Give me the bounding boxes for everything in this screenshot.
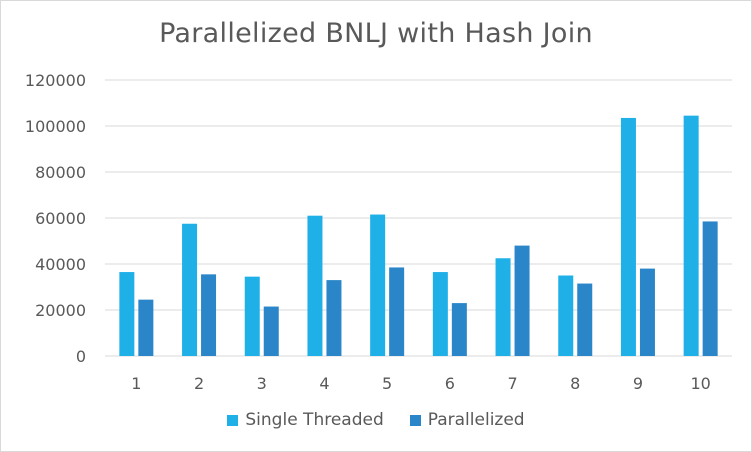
bar-parallelized-5[interactable] bbox=[389, 267, 405, 356]
bar-single-threaded-10[interactable] bbox=[683, 115, 699, 357]
legend: Single Threaded Parallelized bbox=[0, 410, 752, 430]
bar-parallelized-1[interactable] bbox=[138, 299, 154, 356]
bar-single-threaded-8[interactable] bbox=[558, 275, 574, 357]
bar-single-threaded-3[interactable] bbox=[244, 276, 260, 356]
bar-single-threaded-1[interactable] bbox=[119, 272, 135, 356]
bar-parallelized-3[interactable] bbox=[263, 306, 279, 356]
y-tick-label: 40000 bbox=[35, 255, 86, 274]
y-tick-label: 60000 bbox=[35, 209, 86, 228]
bar-parallelized-4[interactable] bbox=[326, 280, 342, 356]
y-tick-label: 80000 bbox=[35, 163, 86, 182]
x-tick-label: 2 bbox=[194, 374, 204, 393]
y-tick-label: 120000 bbox=[25, 71, 86, 90]
legend-label-parallelized: Parallelized bbox=[427, 410, 525, 430]
legend-label-single-threaded: Single Threaded bbox=[245, 410, 384, 430]
bar-single-threaded-7[interactable] bbox=[495, 258, 511, 356]
y-tick-label: 0 bbox=[76, 347, 86, 366]
legend-item-parallelized[interactable]: Parallelized bbox=[409, 410, 525, 430]
x-tick-label: 6 bbox=[445, 374, 455, 393]
x-tick-label: 5 bbox=[382, 374, 392, 393]
y-tick-label: 100000 bbox=[25, 117, 86, 136]
x-tick-label: 4 bbox=[319, 374, 329, 393]
bar-parallelized-2[interactable] bbox=[201, 274, 217, 356]
bar-single-threaded-4[interactable] bbox=[307, 215, 323, 356]
bar-single-threaded-6[interactable] bbox=[432, 272, 448, 356]
bar-single-threaded-5[interactable] bbox=[370, 214, 386, 356]
x-tick-label: 1 bbox=[131, 374, 141, 393]
legend-swatch-single-threaded bbox=[227, 414, 239, 426]
x-tick-label: 8 bbox=[570, 374, 580, 393]
bar-parallelized-9[interactable] bbox=[639, 268, 655, 356]
chart-title: Parallelized BNLJ with Hash Join bbox=[159, 18, 593, 49]
bar-single-threaded-9[interactable] bbox=[620, 117, 636, 356]
legend-item-single-threaded[interactable]: Single Threaded bbox=[227, 410, 384, 430]
x-tick-label: 3 bbox=[257, 374, 267, 393]
bar-single-threaded-2[interactable] bbox=[182, 223, 198, 356]
x-tick-label: 9 bbox=[633, 374, 643, 393]
bar-parallelized-8[interactable] bbox=[577, 283, 593, 356]
legend-swatch-parallelized bbox=[409, 414, 421, 426]
bar-parallelized-10[interactable] bbox=[702, 221, 718, 356]
y-tick-label: 20000 bbox=[35, 301, 86, 320]
bar-parallelized-6[interactable] bbox=[451, 303, 467, 356]
bar-parallelized-7[interactable] bbox=[514, 245, 530, 356]
x-tick-label: 10 bbox=[690, 374, 710, 393]
x-tick-label: 7 bbox=[507, 374, 517, 393]
